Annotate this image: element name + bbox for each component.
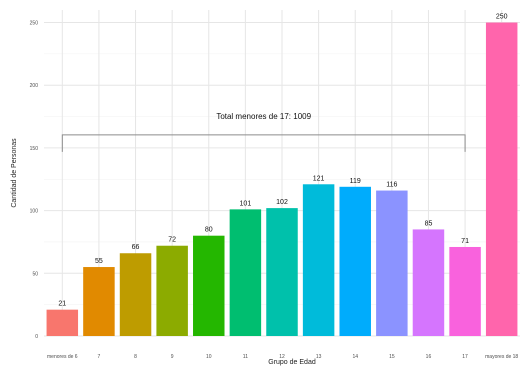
bar (119, 253, 152, 336)
bar (449, 246, 481, 336)
bar (46, 309, 79, 336)
bar-value-label: 101 (240, 200, 252, 207)
x-tick-label: 12 (279, 354, 285, 360)
y-tick-label: 150 (30, 146, 39, 152)
y-tick-label: 50 (32, 271, 38, 277)
bar-value-label: 119 (350, 178, 361, 185)
bars (46, 22, 518, 337)
y-tick-label: 200 (30, 83, 39, 89)
bar-value-label: 80 (205, 227, 213, 234)
bar (229, 209, 262, 336)
bar (412, 229, 445, 336)
annotation-bracket (61, 134, 466, 152)
x-tick-label: 16 (426, 354, 432, 360)
x-tick-label: 10 (206, 354, 212, 360)
y-tick-label: 0 (35, 334, 38, 340)
x-axis-title: Grupo de Edad (268, 359, 316, 366)
annotation-text: Total menores de 17: 1009 (216, 112, 311, 121)
x-tick-label: 11 (243, 354, 248, 360)
bar (266, 208, 298, 336)
x-tick-label: 13 (316, 354, 322, 360)
x-tick-label: 8 (134, 354, 137, 360)
labels: 0 50 100 150 200 250 21 menores de 6 55 7 66 8 72 9 80… (30, 14, 519, 360)
annotation: Total menores de 17: 1009 (61, 112, 466, 152)
bar (339, 186, 371, 336)
bar-value-label: 71 (461, 238, 469, 245)
x-tick-label: 15 (389, 354, 395, 360)
bar-value-label: 102 (276, 199, 288, 206)
bar-value-label: 116 (386, 182, 397, 189)
bar-value-label: 121 (313, 175, 325, 182)
bar (193, 235, 225, 336)
x-tick-label: mayores de 18 (485, 354, 518, 360)
x-tick-label: 9 (171, 354, 174, 360)
bar-value-label: 72 (168, 237, 176, 244)
bar (376, 190, 408, 336)
x-tick-label: 17 (462, 354, 468, 360)
bar-value-label: 21 (58, 301, 66, 308)
bar-value-label: 250 (496, 14, 508, 21)
bar (302, 184, 335, 336)
bar-value-label: 85 (425, 220, 433, 227)
y-tick-label: 100 (30, 209, 39, 215)
x-tick-label: menores de 6 (47, 354, 78, 360)
bar (156, 245, 188, 336)
bar-value-label: 55 (95, 258, 103, 265)
bar (485, 22, 518, 337)
y-tick-label: 250 (30, 21, 39, 27)
bar (83, 267, 115, 336)
x-tick-label: 7 (98, 354, 101, 360)
bar-value-label: 66 (132, 244, 140, 251)
x-tick-label: 14 (352, 354, 358, 360)
y-axis-title: Cantidad de Personas (11, 138, 18, 208)
